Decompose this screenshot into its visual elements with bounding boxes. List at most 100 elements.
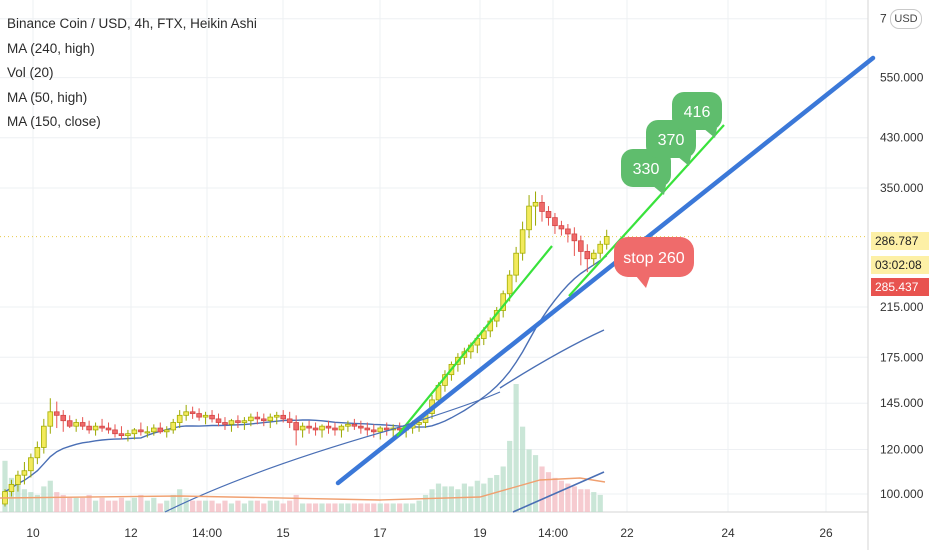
candle-body	[196, 413, 202, 418]
candle	[532, 191, 539, 226]
candle-body	[176, 414, 183, 423]
candle	[170, 418, 177, 434]
candle-body	[325, 425, 332, 429]
volume-bar	[448, 486, 455, 512]
time-axis-label: 15	[276, 526, 290, 540]
volume-bar	[67, 497, 73, 512]
candle	[526, 195, 532, 239]
indicator-ma-50[interactable]: MA (50, high)	[7, 89, 88, 105]
volume-bar	[578, 489, 584, 512]
indicator-volume[interactable]: Vol (20)	[7, 65, 54, 80]
candle	[364, 422, 371, 436]
candle-body	[157, 427, 164, 433]
candle	[189, 406, 196, 419]
candle-body	[131, 429, 138, 435]
price-axis-label: 350.000	[880, 181, 924, 195]
indicator-ma-150[interactable]: MA (150, close)	[7, 114, 101, 129]
candle	[345, 420, 351, 432]
indicator-ma-240[interactable]: MA (240, high)	[7, 40, 95, 56]
candle-body	[79, 422, 86, 427]
candle-body	[558, 225, 565, 230]
candle	[383, 422, 390, 436]
candle	[79, 417, 86, 430]
volume-bar	[80, 497, 86, 512]
volume-bar	[558, 480, 565, 512]
currency-badge[interactable]: USD	[890, 9, 922, 29]
candle-body	[578, 240, 584, 252]
candle	[578, 235, 584, 266]
candle	[552, 212, 558, 234]
volume-bar	[571, 486, 577, 512]
candle-body	[539, 201, 545, 212]
price-axis-label: 145.000	[880, 396, 924, 410]
candle-body	[603, 236, 610, 245]
volume-bar	[312, 503, 319, 512]
candle-body	[21, 470, 28, 476]
candle	[325, 420, 332, 434]
candle	[280, 410, 287, 423]
volume-bar	[99, 497, 105, 512]
candle	[34, 441, 41, 465]
volume-bar	[487, 477, 493, 512]
candle	[286, 411, 293, 429]
candle-body	[552, 217, 558, 227]
candle	[99, 418, 105, 432]
candle	[558, 220, 565, 236]
volume-bar	[345, 503, 351, 512]
candle	[254, 411, 261, 425]
candle	[41, 418, 47, 454]
candle	[138, 422, 144, 436]
volume-bar	[54, 492, 60, 512]
time-axis-label: 19	[473, 526, 487, 540]
candle	[15, 470, 21, 492]
volume-bar	[293, 494, 299, 512]
candle	[235, 415, 241, 429]
price-axis-label: 7	[880, 12, 887, 26]
candle	[565, 224, 571, 243]
candle-body	[383, 427, 390, 431]
chart-legend: Binance Coin / USD, 4h, FTX, Heikin Ashi…	[7, 12, 257, 135]
volume-bar	[60, 494, 66, 512]
candle	[215, 413, 222, 427]
volume-bar	[332, 503, 338, 512]
candle-body	[209, 414, 215, 420]
candle-body	[163, 429, 170, 433]
candle-body	[364, 427, 371, 431]
time-axis-label: 22	[620, 526, 634, 540]
volume-bar	[21, 489, 28, 512]
candle-body	[189, 411, 196, 414]
volume-bar	[138, 494, 144, 512]
candle	[105, 422, 112, 434]
stop-bubble-tail	[636, 276, 650, 288]
candle	[209, 410, 215, 423]
target-330-bubble: 330	[621, 149, 671, 195]
volume-bar	[28, 492, 34, 512]
volume-bar	[183, 497, 189, 512]
volume-bar	[241, 503, 247, 512]
volume-bar	[254, 500, 260, 512]
time-axis-label: 12	[124, 526, 138, 540]
candle-body	[345, 423, 351, 427]
volume-bar	[190, 500, 196, 512]
candle-body	[15, 474, 21, 485]
volume-bar	[2, 460, 8, 512]
time-axis-label: 14:00	[538, 526, 568, 540]
candle-body	[92, 425, 99, 431]
candle	[228, 418, 235, 432]
volume-bar	[125, 500, 131, 512]
volume-bar	[474, 480, 480, 512]
ma-240-line	[164, 391, 501, 513]
candle	[92, 422, 99, 436]
volume-bar	[371, 503, 377, 512]
volume-bar	[397, 503, 403, 512]
candle-body	[280, 414, 287, 420]
volume-bar	[565, 483, 571, 512]
volume-bar	[494, 475, 500, 512]
candle-body	[273, 414, 280, 418]
candle-body	[377, 427, 384, 433]
symbol-title[interactable]: Binance Coin / USD, 4h, FTX, Heikin Ashi	[7, 16, 257, 31]
candle-body	[358, 425, 364, 429]
candle	[370, 424, 377, 438]
